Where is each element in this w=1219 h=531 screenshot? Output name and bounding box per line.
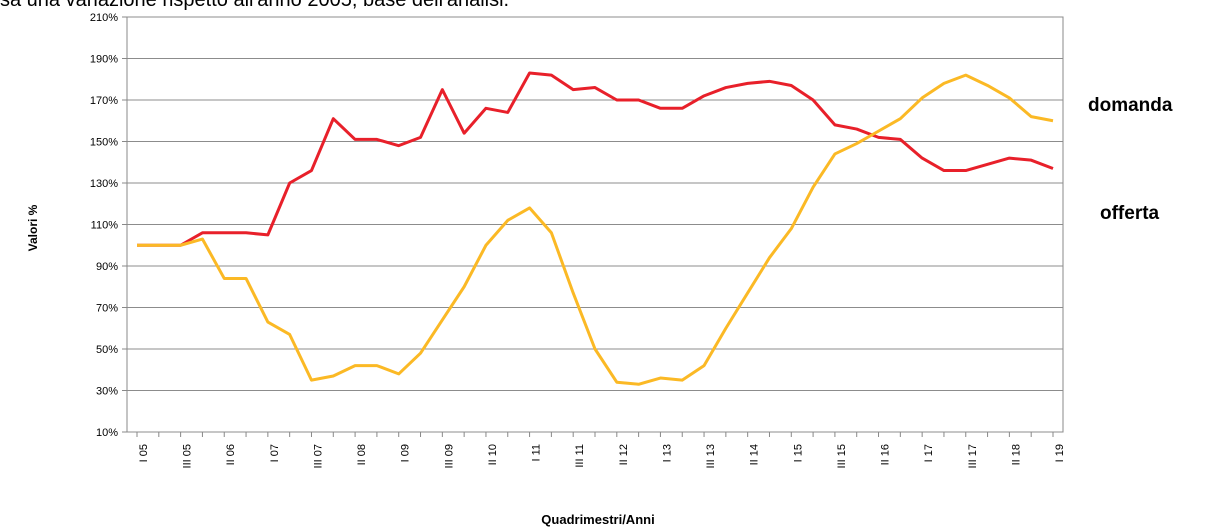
x-tick-label: I 05 [138, 444, 150, 462]
x-tick-label: II 16 [880, 444, 892, 465]
y-tick-label: 50% [96, 344, 118, 356]
x-axis-label: Quadrimestri/Anni [541, 512, 654, 527]
y-tick-label: 210% [90, 12, 118, 24]
y-tick-label: 170% [90, 95, 118, 107]
x-tick-label: II 08 [356, 444, 368, 465]
y-tick-label: 90% [96, 261, 118, 273]
series-label: offerta [1100, 203, 1160, 224]
x-tick-label: III 11 [574, 444, 586, 468]
x-tick-label: II 12 [618, 444, 630, 465]
line-series [137, 71, 1054, 247]
x-tick-label: II 14 [749, 444, 761, 465]
y-axis-label: Valori % [26, 204, 40, 251]
x-tick-label: I 15 [792, 444, 804, 462]
y-tick-label: 10% [96, 427, 118, 439]
y-tick-label: 110% [91, 220, 119, 232]
x-tick-label: I 13 [661, 444, 673, 462]
x-tick-label: I 07 [269, 444, 281, 462]
line-series [137, 73, 1054, 386]
x-tick-label: III 13 [705, 444, 717, 468]
x-tick-label: III 05 [182, 444, 194, 468]
x-tick-label: I 17 [923, 444, 935, 462]
y-tick-label: 70% [96, 303, 118, 315]
x-tick-label: II 10 [487, 444, 499, 465]
x-tick-label: III 09 [443, 444, 455, 468]
x-tick-label: I 11 [531, 444, 543, 462]
x-tick-label: III 15 [836, 444, 848, 468]
x-tick-label: III 17 [967, 444, 979, 468]
x-tick-label: III 07 [312, 444, 324, 468]
y-tick-label: 150% [90, 137, 118, 149]
subtitle: sa una variazione rispetto all'anno 2005… [0, 0, 509, 11]
y-tick-label: 30% [96, 386, 118, 398]
x-tick-label: I 09 [400, 444, 412, 462]
y-tick-label: 130% [90, 178, 118, 190]
y-tick-label: 190% [90, 54, 118, 66]
x-tick-label: II 18 [1010, 444, 1022, 465]
x-tick-label: I 19 [1054, 444, 1066, 462]
x-tick-label: II 06 [225, 444, 237, 465]
series-label: domanda [1088, 95, 1173, 116]
